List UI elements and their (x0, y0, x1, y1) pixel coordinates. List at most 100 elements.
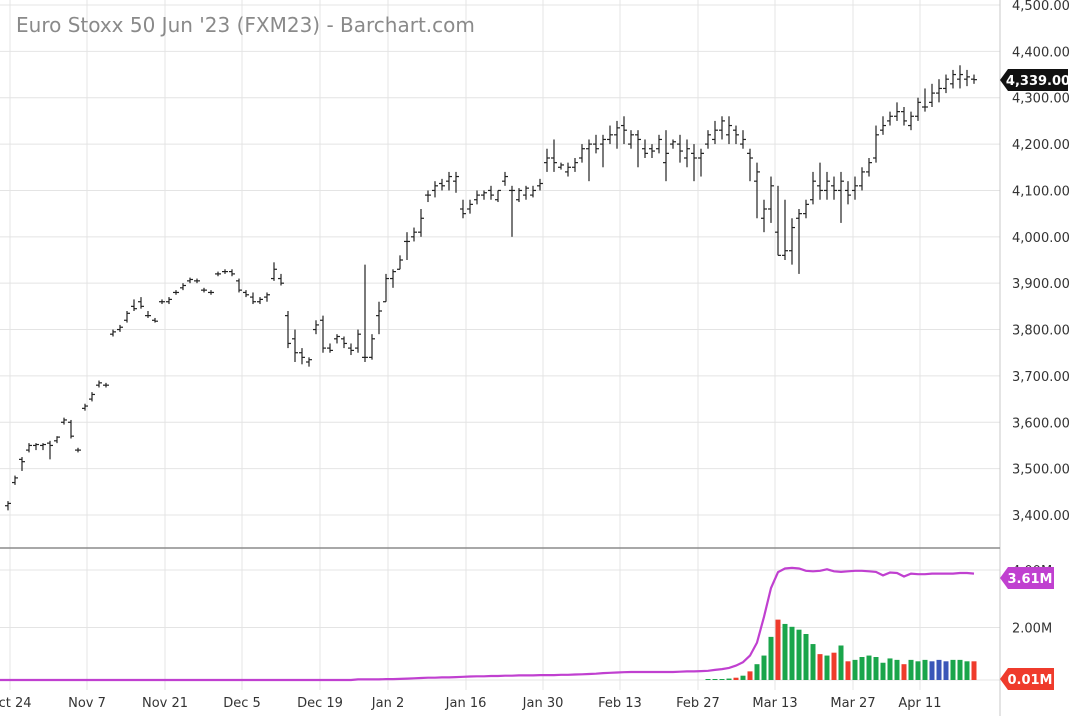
ohlc-bar (796, 209, 802, 274)
ohlc-bar (586, 139, 592, 182)
ohlc-bar (159, 299, 165, 305)
volume-bar (740, 675, 746, 680)
volume-bar (964, 661, 970, 680)
last-price-label: 4,339.00 (1006, 74, 1070, 89)
ohlc-bar (908, 111, 914, 131)
ohlc-bar (341, 336, 347, 349)
ohlc-bar (817, 162, 823, 200)
ohlc-bar (656, 134, 662, 154)
volume-bar (803, 634, 809, 680)
y-tick-label: 3,900.00 (1012, 277, 1070, 292)
ohlc-bar (922, 88, 928, 112)
ohlc-bar (404, 232, 410, 260)
ohlc-bar (152, 317, 158, 323)
ohlc-bar (439, 178, 445, 191)
ohlc-bar (201, 287, 207, 293)
ohlc-bar (810, 171, 816, 205)
ohlc-bar (397, 255, 403, 270)
ohlc-bar (565, 162, 571, 177)
ohlc-bar (607, 125, 613, 145)
volume-bar (719, 679, 725, 680)
ohlc-bar (866, 158, 872, 177)
ohlc-bar (502, 171, 508, 186)
volume-bar (747, 671, 753, 680)
grid-lines (0, 0, 1000, 690)
ohlc-bar (789, 218, 795, 265)
ohlc-bar (117, 324, 123, 332)
ohlc-bar (285, 311, 291, 349)
ohlc-bar (761, 199, 767, 233)
ohlc-bar (957, 65, 963, 89)
ohlc-bar (523, 185, 529, 200)
last-price-tag: 4,339.00 (1000, 69, 1070, 91)
ohlc-bar (278, 273, 284, 286)
ohlc-bar (68, 419, 74, 439)
volume-bar (754, 664, 760, 680)
volume-bar (712, 679, 718, 680)
volume-bar (901, 664, 907, 680)
volume-bar (796, 629, 802, 680)
ohlc-bar (96, 380, 102, 388)
ohlc-bar (642, 139, 648, 158)
y-tick-label: 3,500.00 (1012, 463, 1070, 478)
ohlc-bar (257, 297, 263, 305)
y-tick-label: 4,300.00 (1012, 92, 1070, 107)
avg-volume-tag: 3.61M (1000, 567, 1054, 589)
x-tick-label: Dec 19 (297, 696, 343, 711)
ohlc-bar (292, 329, 298, 362)
ohlc-bar (929, 83, 935, 107)
volume-bar (782, 623, 788, 680)
ohlc-bar (180, 283, 186, 291)
ohlc-bar (376, 301, 382, 335)
ohlc-bar (488, 185, 494, 200)
bar-volume-label: 0.01M (1007, 673, 1052, 688)
ohlc-bar (334, 334, 340, 344)
ohlc-bar (348, 343, 354, 356)
y-tick-label: 4,500.00 (1012, 0, 1070, 14)
volume-tick-label: 2.00M (1012, 622, 1052, 637)
ohlc-bar (747, 148, 753, 182)
ohlc-bar (754, 162, 760, 219)
volume-bar (733, 677, 739, 680)
volume-bar (873, 657, 879, 680)
ohlc-bar (271, 262, 277, 281)
y-tick-label: 3,800.00 (1012, 324, 1070, 339)
volume-bar (726, 678, 732, 680)
ohlc-bar (383, 273, 389, 303)
x-tick-label: Oct 24 (0, 696, 32, 711)
volume-bar (845, 661, 851, 680)
ohlc-bar (187, 277, 193, 284)
volume-bar (922, 659, 928, 680)
ohlc-bar (131, 299, 137, 311)
ohlc-bar (684, 139, 690, 168)
ohlc-bar (915, 97, 921, 121)
ohlc-bar (5, 501, 11, 511)
ohlc-bar (593, 134, 599, 154)
volume-bar (761, 655, 767, 680)
price-bars (5, 65, 977, 511)
y-tick-label: 4,200.00 (1012, 138, 1070, 153)
ohlc-bar (579, 144, 585, 163)
ohlc-bar (516, 188, 522, 203)
volume-bar (908, 659, 914, 680)
ohlc-bar (705, 130, 711, 149)
volume-average-line (0, 566, 975, 682)
x-tick-label: Mar 27 (830, 696, 875, 711)
ohlc-bar (47, 440, 53, 460)
volume-bar (789, 626, 795, 680)
ohlc-bar (89, 392, 95, 402)
ohlc-bar (390, 269, 396, 288)
ohlc-bar (306, 357, 312, 367)
volume-bar (775, 619, 781, 680)
ohlc-bar (418, 209, 424, 237)
volume-bar (971, 661, 977, 680)
ohlc-bar (635, 130, 641, 168)
ohlc-bar (299, 348, 305, 365)
ohlc-bar (355, 329, 361, 353)
ohlc-bar (313, 320, 319, 335)
chart-title: Euro Stoxx 50 Jun '23 (FXM23) - Barchart… (16, 13, 475, 37)
ohlc-bar (509, 185, 515, 237)
ohlc-bar (194, 278, 200, 284)
date-axis-labels: Oct 24 Nov 7 Nov 21 Dec 5 Dec 19 Jan 2 Jan 16 J… (0, 696, 942, 711)
x-tick-label: Feb 13 (598, 696, 642, 711)
